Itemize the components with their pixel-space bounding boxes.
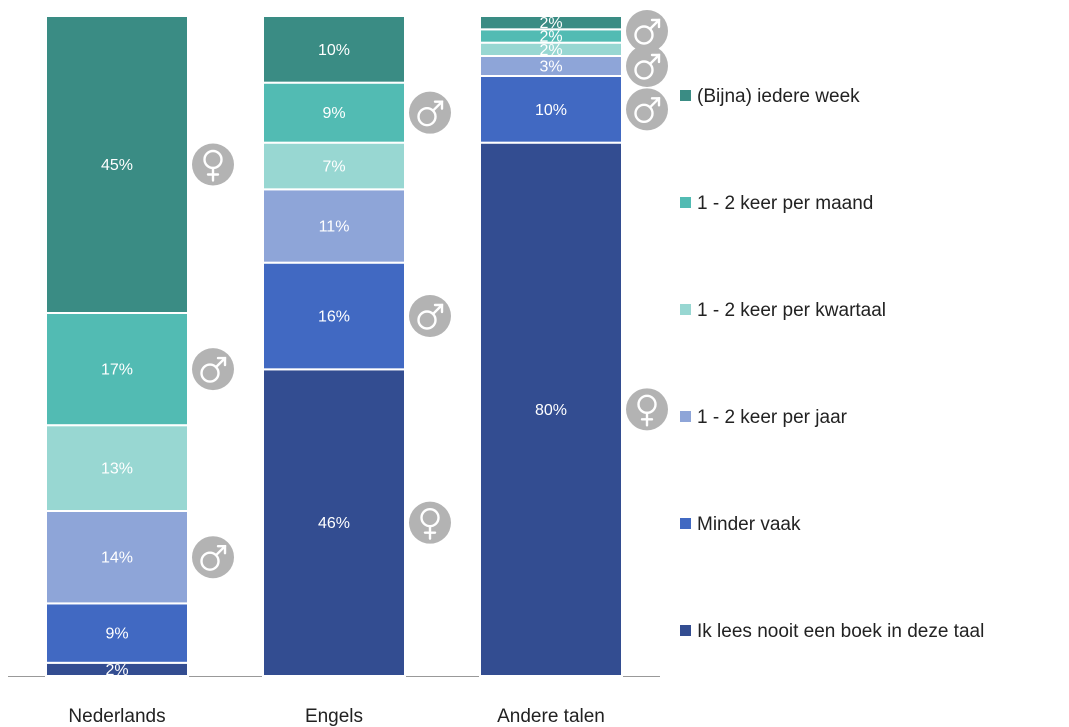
bar-segment: [45, 510, 189, 605]
legend-label: 1 - 2 keer per jaar: [697, 407, 848, 428]
bar-segment: [262, 15, 406, 84]
female-icon: [409, 501, 451, 544]
male-icon: [409, 91, 451, 134]
data-label: 2%: [539, 15, 562, 32]
data-label: 10%: [318, 42, 350, 59]
data-label: 2%: [539, 42, 562, 59]
data-label: 17%: [101, 362, 133, 379]
legend-label: (Bijna) iedere week: [697, 86, 860, 107]
bar-segment: [262, 368, 406, 677]
legend-label: 1 - 2 keer per maand: [697, 193, 873, 214]
male-icon: [192, 536, 234, 579]
data-label: 13%: [101, 461, 133, 478]
bar-segment: [45, 312, 189, 427]
data-label: 9%: [322, 105, 345, 122]
bar-segment: [262, 261, 406, 371]
bar-segment: [479, 75, 623, 144]
male-icon: [409, 295, 451, 337]
data-label: 9%: [105, 626, 128, 643]
data-label: 2%: [539, 29, 562, 46]
data-label: 11%: [319, 219, 350, 236]
data-label: 80%: [535, 402, 567, 419]
legend-swatch: [680, 304, 691, 315]
bar-segment: [45, 15, 189, 314]
bar-segment: [479, 15, 623, 31]
male-icon: [626, 45, 668, 87]
legend-swatch: [680, 518, 691, 529]
bar-segment: [479, 141, 623, 677]
male-icon: [626, 88, 668, 131]
legend-label: Ik lees nooit een boek in deze taal: [697, 621, 984, 642]
bar-segment: [262, 188, 406, 264]
bar-segment: [262, 141, 406, 191]
category-label: Andere talen: [497, 706, 605, 727]
legend-swatch: [680, 625, 691, 636]
category-label: Nederlands: [68, 706, 165, 727]
data-label: 2%: [105, 662, 128, 679]
data-label: 3%: [539, 59, 562, 76]
male-icon: [626, 10, 668, 52]
data-label: 10%: [535, 102, 567, 119]
legend-label: 1 - 2 keer per kwartaal: [697, 300, 886, 321]
data-label: 7%: [322, 159, 345, 176]
legend-label: Minder vaak: [697, 514, 801, 535]
data-label: 14%: [101, 550, 133, 567]
legend-swatch: [680, 197, 691, 208]
data-label: 16%: [318, 309, 350, 326]
legend-swatch: [680, 411, 691, 422]
category-label: Engels: [305, 706, 363, 727]
female-icon: [192, 143, 234, 186]
female-icon: [626, 388, 668, 431]
male-icon: [192, 348, 234, 391]
data-label: 45%: [101, 157, 133, 174]
data-label: 46%: [318, 515, 350, 532]
bar-segment: [45, 602, 189, 664]
legend-swatch: [680, 90, 691, 101]
